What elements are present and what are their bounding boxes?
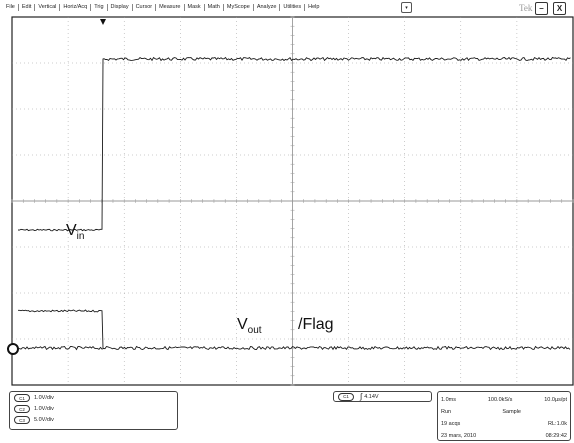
- acq-row: 1.0ms 100.0kS/s 10.0µs/pt: [441, 394, 567, 406]
- time: 08:29:42: [545, 433, 567, 439]
- acq-count: 19 acqs: [441, 421, 461, 427]
- vin-label-sub: in: [76, 231, 85, 242]
- channel-scale: 5.0V/div: [34, 417, 54, 423]
- acquisition-readout[interactable]: 1.0ms 100.0kS/s 10.0µs/pt Run Sample 19 …: [437, 391, 571, 441]
- menu-bar: File Edit Vertical Horiz/Acq Trig Display Curs…: [0, 0, 574, 15]
- brand-logo: Tek: [519, 3, 533, 13]
- menu-item-horiz-acq[interactable]: Horiz/Acq: [60, 4, 92, 11]
- chevron-down-icon[interactable]: ▾: [401, 2, 412, 13]
- menu-item-analyze[interactable]: Analyze: [254, 4, 281, 11]
- channel-row[interactable]: C1 1.0V/div: [10, 393, 177, 403]
- menu-item-math[interactable]: Math: [205, 4, 224, 11]
- vin-trace: [17, 56, 571, 232]
- waveform-display[interactable]: [0, 15, 574, 387]
- menu-item-myscope[interactable]: MyScope: [224, 4, 254, 11]
- trigger-level: 4.14V: [364, 393, 379, 400]
- minimize-button[interactable]: –: [535, 2, 548, 15]
- menu: File Edit Vertical Horiz/Acq Trig Display Curs…: [0, 4, 322, 11]
- resolution: 10.0µs/pt: [544, 397, 567, 403]
- menu-item-display[interactable]: Display: [108, 4, 133, 11]
- vout-label-sub: out: [247, 325, 262, 336]
- menu-item-mask[interactable]: Mask: [185, 4, 205, 11]
- channel-scale: 1.0V/div: [34, 406, 54, 412]
- rising-edge-icon: ∫: [360, 392, 363, 401]
- channel-scale: 1.0V/div: [34, 395, 54, 401]
- grid: [11, 16, 574, 386]
- trigger-position-marker[interactable]: [100, 19, 106, 25]
- channel-settings[interactable]: C1 1.0V/div C2 1.0V/div C3 5.0V/div: [9, 391, 178, 430]
- readout-bar: C1 1.0V/div C2 1.0V/div C3 5.0V/div C1 ∫…: [0, 389, 574, 443]
- close-button[interactable]: X: [553, 2, 566, 15]
- run-state: Run: [441, 409, 452, 415]
- timebase: 1.0ms: [441, 397, 456, 403]
- sample-rate: 100.0kS/s: [487, 397, 513, 403]
- record-length: RL:1.0k: [548, 421, 567, 427]
- acq-row: 19 acqs RL:1.0k: [441, 418, 567, 430]
- menu-item-help[interactable]: Help: [308, 4, 320, 10]
- menu-item-measure[interactable]: Measure: [156, 4, 185, 11]
- channel-badge[interactable]: C1: [14, 394, 30, 402]
- channel-badge[interactable]: C2: [14, 405, 30, 413]
- acq-row: Run Sample: [441, 406, 567, 418]
- menu-item-file[interactable]: File: [3, 4, 19, 11]
- menu-item-utilities[interactable]: Utilities: [280, 4, 306, 11]
- channel-row[interactable]: C3 5.0V/div: [10, 415, 177, 425]
- vin-label-main: V: [66, 222, 77, 239]
- trigger-channel-badge: C1: [338, 392, 354, 401]
- ground-reference-marker[interactable]: [7, 343, 19, 355]
- vin-label: Vin: [66, 222, 85, 242]
- flag-trace: [18, 309, 104, 349]
- acq-row: 23 mars, 2010 08:29:42: [441, 430, 567, 442]
- markers: [7, 19, 106, 355]
- menu-item-edit[interactable]: Edit: [19, 4, 36, 11]
- menu-item-cursor[interactable]: Cursor: [133, 4, 157, 11]
- graticule: [7, 16, 574, 386]
- channel-row[interactable]: C2 1.0V/div: [10, 404, 177, 414]
- flag-label: /Flag: [298, 316, 334, 333]
- vout-label-main: V: [237, 316, 248, 333]
- trigger-readout[interactable]: C1 ∫ 4.14V: [333, 391, 432, 402]
- vout-trace: [17, 345, 571, 351]
- traces: [17, 56, 571, 351]
- channel-badge[interactable]: C3: [14, 416, 30, 424]
- vout-label: Vout: [237, 316, 262, 336]
- date: 23 mars, 2010: [441, 433, 477, 439]
- acq-mode: Sample: [502, 409, 521, 415]
- menu-item-vertical[interactable]: Vertical: [35, 4, 61, 11]
- menu-item-trig[interactable]: Trig: [91, 4, 108, 11]
